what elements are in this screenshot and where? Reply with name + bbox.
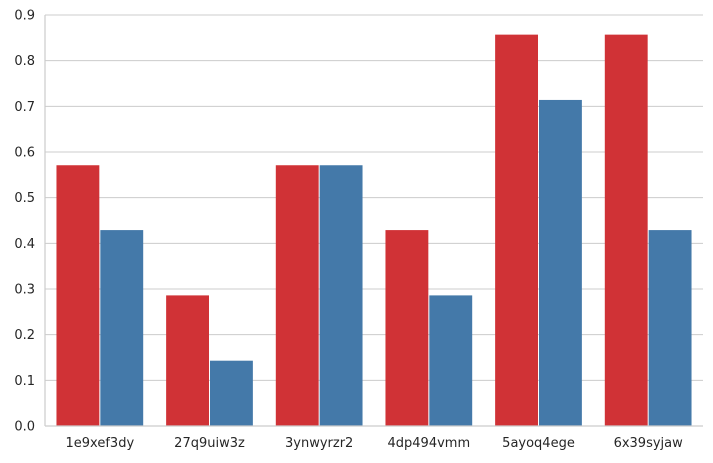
y-tick-label: 0.8 — [14, 54, 35, 69]
bars — [56, 34, 692, 427]
y-tick-labels: 0.0 0.1 0.2 0.3 0.4 0.5 0.6 0.7 0.8 0.9 — [14, 9, 35, 435]
bar-5ayoq4ege-series-2 — [539, 99, 582, 426]
y-tick-label: 0.1 — [14, 374, 35, 389]
bar-4dp494vmm-series-2 — [429, 295, 473, 426]
bar-6x39syjaw-series-2 — [648, 230, 692, 426]
bar-3ynwyrzr2-series-2 — [319, 165, 363, 426]
x-tick-label: 1e9xef3dy — [66, 436, 135, 451]
x-tick-label: 27q9uiw3z — [174, 436, 245, 451]
x-tick-label: 4dp494vmm — [388, 436, 471, 451]
y-tick-label: 0.5 — [14, 191, 35, 206]
bar-5ayoq4ege-series-1 — [495, 34, 538, 427]
grid-lines — [45, 14, 703, 381]
y-tick-label: 0.4 — [14, 237, 35, 252]
y-tick-label: 0.2 — [14, 328, 35, 343]
y-tick-label: 0.0 — [14, 420, 35, 435]
bar-1e9xef3dy-series-2 — [100, 230, 144, 426]
bar-27q9uiw3z-series-2 — [210, 360, 253, 426]
x-tick-label: 3ynwyrzr2 — [285, 436, 353, 451]
y-tick-label: 0.9 — [14, 9, 35, 24]
bar-4dp494vmm-series-1 — [385, 230, 429, 426]
x-tick-label: 6x39syjaw — [614, 436, 684, 451]
y-tick-label: 0.3 — [14, 283, 35, 298]
x-tick-labels: 1e9xef3dy 27q9uiw3z 3ynwyrzr2 4dp494vmm 5ayo… — [66, 436, 684, 451]
bar-3ynwyrzr2-series-1 — [275, 165, 319, 426]
bar-6x39syjaw-series-1 — [604, 34, 648, 427]
axes — [44, 15, 703, 427]
y-tick-label: 0.6 — [14, 146, 35, 161]
bar-1e9xef3dy-series-1 — [56, 165, 100, 426]
x-tick-label: 5ayoq4ege — [502, 436, 575, 451]
y-tick-label: 0.7 — [14, 100, 35, 115]
bar-27q9uiw3z-series-1 — [166, 295, 209, 426]
